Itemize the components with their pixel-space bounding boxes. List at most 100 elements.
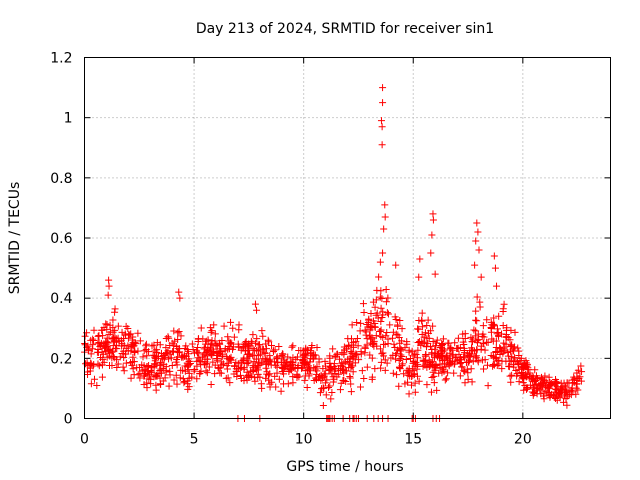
data-point (109, 328, 117, 336)
data-point (134, 329, 142, 337)
data-point (377, 117, 385, 125)
data-point (211, 370, 219, 378)
data-point (474, 357, 482, 364)
data-point (477, 273, 485, 281)
data-point (431, 270, 439, 278)
data-point (166, 371, 174, 379)
data-point (372, 311, 380, 319)
data-point (354, 342, 362, 350)
data-point (469, 338, 477, 346)
data-point (562, 394, 570, 402)
data-point (419, 362, 427, 370)
data-point (429, 337, 437, 345)
data-point (530, 389, 538, 397)
data-point (145, 348, 153, 356)
data-point (378, 313, 386, 321)
data-point (268, 378, 276, 386)
data-point (408, 373, 416, 381)
data-point (183, 345, 191, 353)
data-point (366, 332, 374, 340)
data-point (462, 359, 470, 367)
data-point (87, 380, 95, 388)
data-point (184, 377, 192, 385)
data-point (122, 322, 130, 330)
data-point (190, 367, 198, 375)
data-point (173, 355, 181, 363)
data-point (421, 338, 429, 346)
data-point (270, 347, 278, 355)
data-point (392, 261, 400, 269)
data-point (430, 372, 438, 380)
data-point (303, 383, 311, 391)
data-point (109, 342, 117, 350)
data-point (429, 210, 437, 218)
data-point (450, 369, 458, 377)
data-point (346, 359, 354, 367)
data-point (489, 362, 497, 370)
data-point (480, 365, 488, 373)
data-point (484, 382, 492, 390)
data-point (542, 387, 550, 395)
data-point (528, 388, 536, 396)
data-point (105, 276, 113, 284)
data-point (215, 339, 223, 347)
data-point (319, 374, 327, 382)
data-point (428, 231, 436, 239)
x-tick-label: 15 (404, 432, 422, 448)
data-point (275, 343, 283, 351)
data-point (389, 351, 397, 359)
data-point (327, 395, 335, 403)
data-point (531, 366, 539, 374)
data-point (250, 351, 258, 359)
data-point (386, 321, 394, 329)
data-point (423, 321, 431, 329)
data-point (378, 350, 386, 358)
data-point (570, 373, 578, 381)
data-point (258, 384, 266, 392)
data-point (102, 341, 110, 349)
data-point (489, 352, 497, 360)
data-point (519, 364, 527, 372)
data-point (193, 362, 201, 370)
data-point (93, 382, 101, 390)
data-point (308, 342, 316, 350)
data-point (507, 326, 515, 334)
data-point (173, 348, 181, 356)
data-point (422, 342, 430, 350)
data-point (301, 376, 309, 384)
data-point (381, 201, 389, 209)
data-point (492, 344, 500, 352)
data-point (527, 374, 535, 382)
data-point (408, 347, 416, 355)
data-point (143, 352, 151, 360)
data-point (177, 332, 185, 340)
data-point (319, 401, 327, 409)
data-point (442, 375, 450, 383)
data-point (272, 361, 280, 369)
data-point (473, 293, 481, 301)
data-point (319, 365, 327, 373)
data-point (300, 360, 308, 368)
data-point (198, 353, 206, 361)
data-point (346, 372, 354, 380)
data-point (301, 358, 309, 366)
data-point (114, 334, 122, 342)
data-point (262, 340, 270, 348)
data-point (405, 346, 413, 354)
data-point (413, 372, 421, 380)
data-point (266, 380, 274, 388)
data-point (261, 350, 269, 358)
data-point (145, 375, 153, 383)
data-point (468, 378, 476, 386)
data-point (217, 358, 225, 366)
data-point (381, 366, 389, 374)
data-point (347, 388, 355, 396)
data-point (389, 334, 397, 342)
data-point (315, 358, 323, 366)
data-point (176, 294, 184, 302)
data-point (341, 358, 349, 366)
data-point (226, 379, 234, 387)
data-point (502, 357, 510, 365)
data-point (170, 376, 178, 384)
data-point (473, 346, 481, 354)
